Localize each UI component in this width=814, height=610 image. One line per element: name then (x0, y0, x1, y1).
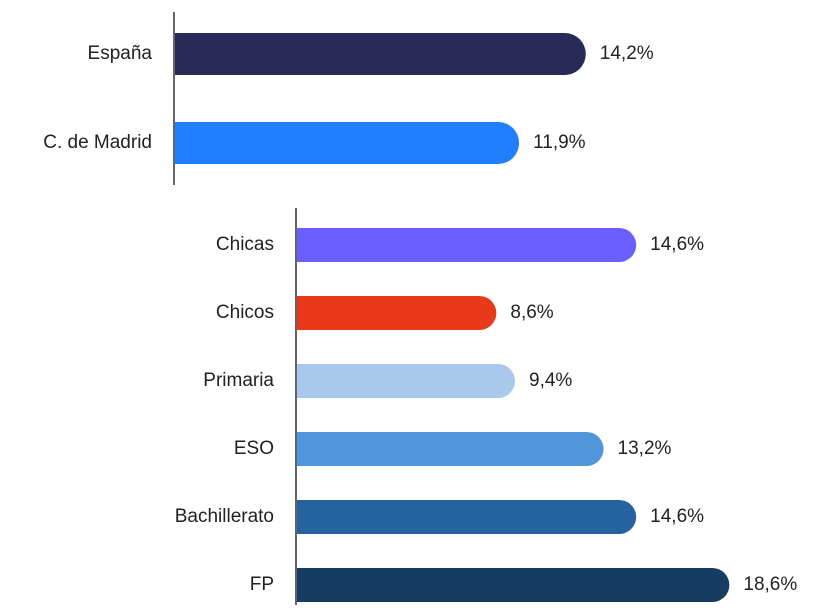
category-label: España (88, 43, 153, 64)
bar (297, 568, 730, 602)
bar (175, 33, 586, 75)
value-label: 13,2% (618, 438, 672, 459)
value-label: 11,9% (533, 132, 586, 153)
category-label: Primaria (203, 370, 274, 391)
value-label: 9,4% (529, 370, 572, 391)
bar (297, 432, 604, 466)
value-label: 14,2% (600, 43, 654, 64)
category-label: Chicas (216, 234, 274, 255)
bar (175, 122, 520, 164)
category-label: Bachillerato (175, 506, 274, 527)
value-label: 14,6% (650, 506, 704, 527)
category-label: Chicos (216, 302, 274, 323)
bar (297, 296, 497, 330)
bar (297, 500, 637, 534)
bar (297, 364, 516, 398)
value-label: 8,6% (510, 302, 553, 323)
value-label: 18,6% (743, 574, 797, 595)
value-label: 14,6% (650, 234, 704, 255)
category-label: C. de Madrid (43, 132, 152, 153)
category-label: FP (250, 574, 274, 595)
bar (297, 228, 637, 262)
category-label: ESO (234, 438, 274, 459)
